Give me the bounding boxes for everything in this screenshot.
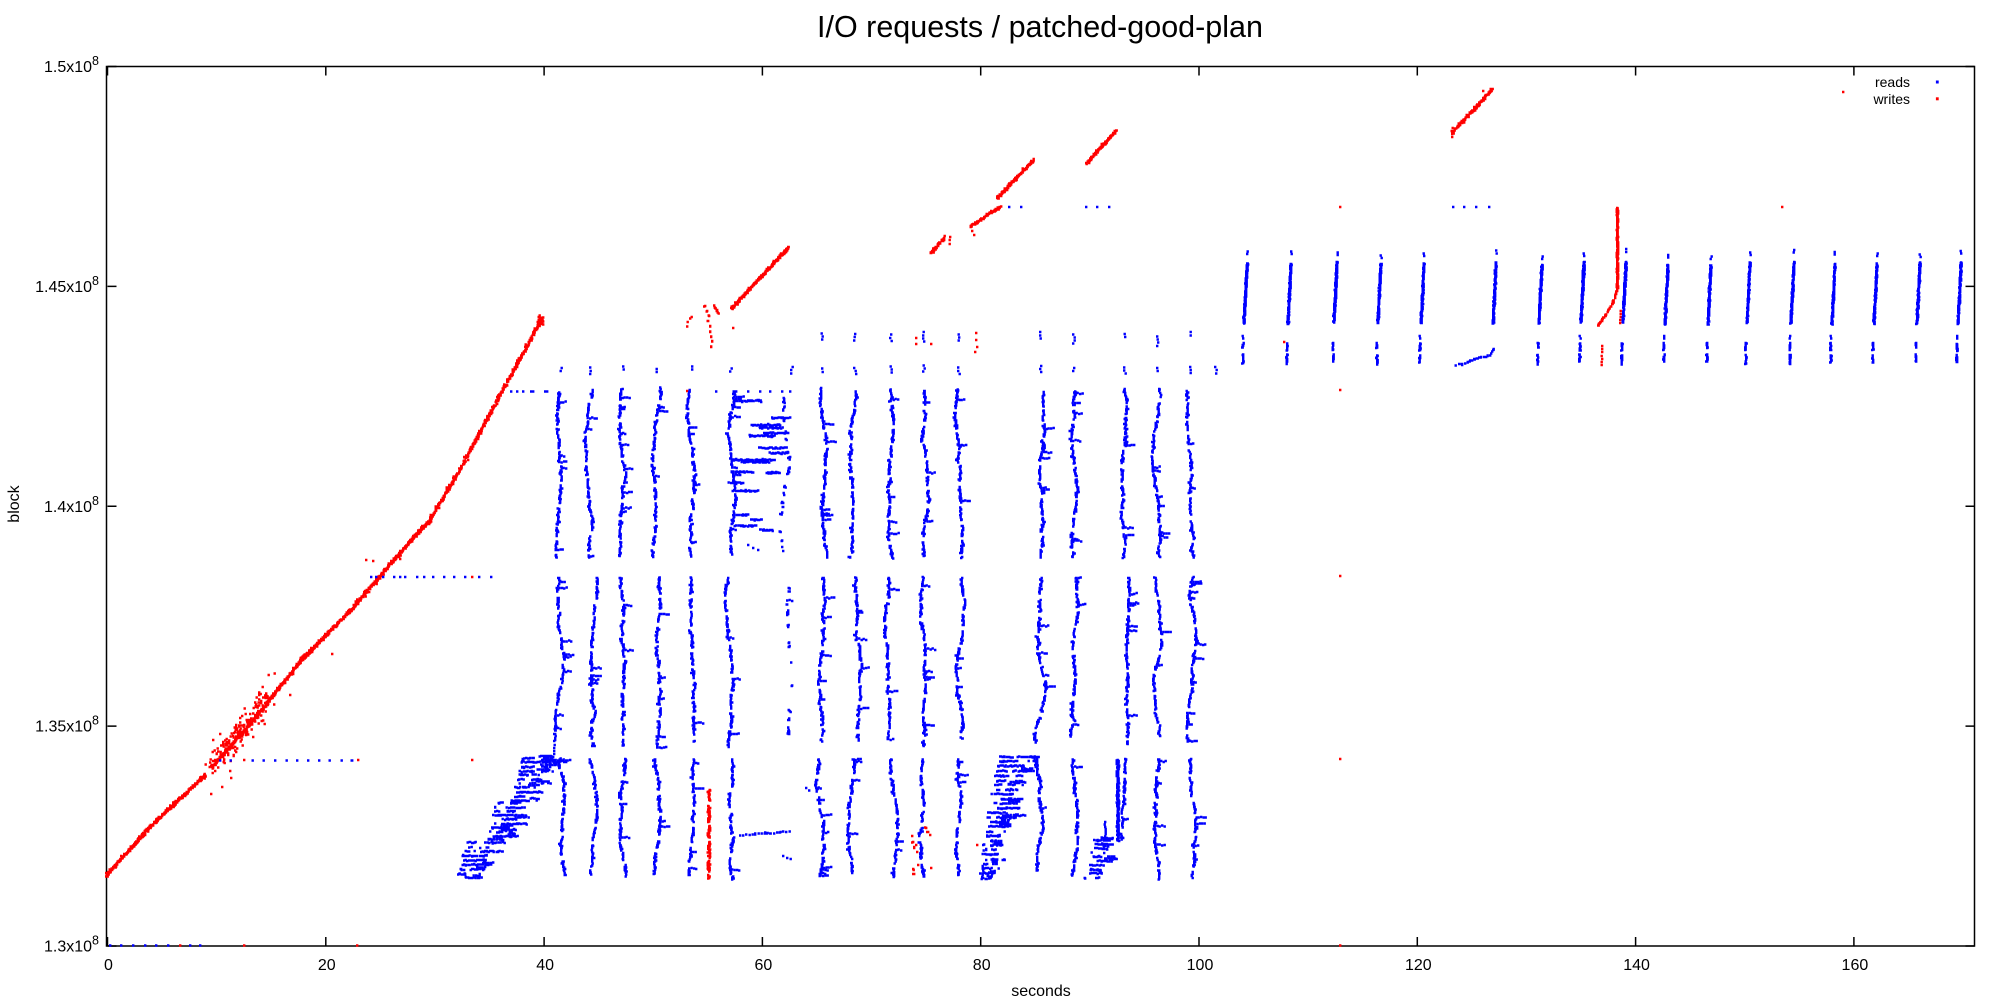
svg-text:1.4x108: 1.4x108 <box>44 494 99 516</box>
svg-text:20: 20 <box>318 957 336 974</box>
svg-text:0: 0 <box>104 957 113 974</box>
svg-text:1.45x108: 1.45x108 <box>35 274 99 296</box>
svg-text:160: 160 <box>1842 957 1869 974</box>
svg-text:60: 60 <box>755 957 773 974</box>
svg-text:140: 140 <box>1623 957 1650 974</box>
svg-text:I/O requests / patched-good-pl: I/O requests / patched-good-plan <box>817 10 1263 44</box>
svg-text:40: 40 <box>536 957 554 974</box>
svg-text:reads: reads <box>1875 74 1910 90</box>
svg-text:1.3x108: 1.3x108 <box>44 934 99 956</box>
svg-text:block: block <box>6 484 23 522</box>
svg-text:120: 120 <box>1405 957 1432 974</box>
svg-text:1.35x108: 1.35x108 <box>35 714 99 736</box>
svg-text:100: 100 <box>1187 957 1214 974</box>
svg-text:writes: writes <box>1872 91 1910 107</box>
svg-text:80: 80 <box>973 957 991 974</box>
svg-text:1.5x108: 1.5x108 <box>44 54 99 76</box>
svg-text:seconds: seconds <box>1011 983 1071 1000</box>
